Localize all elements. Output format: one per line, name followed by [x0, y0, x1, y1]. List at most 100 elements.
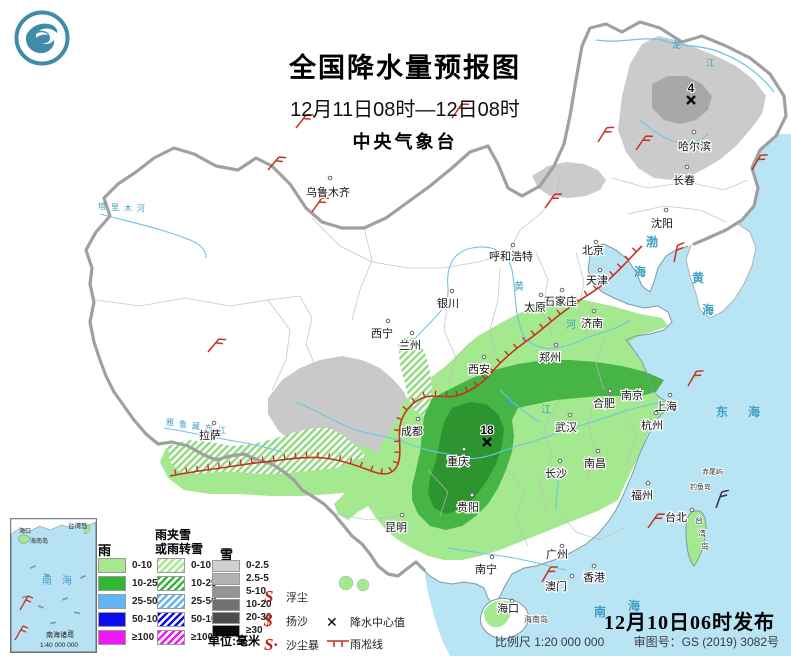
map-scale: 比例尺 1:20 000 000 — [494, 635, 605, 649]
city-marker: 福州 — [630, 480, 654, 503]
city-marker: 银川 — [436, 288, 460, 311]
legend-item-label: 50-100 — [132, 613, 164, 625]
island-label: 湾 — [698, 528, 706, 538]
city-label: 拉萨 — [199, 428, 221, 442]
snow-swatch — [212, 598, 240, 611]
sleet-zone-tibet — [168, 428, 366, 474]
river-label: 木 — [124, 203, 132, 213]
national-border-north — [84, 20, 788, 270]
precip-center-marks: 4 18 — [479, 80, 696, 447]
dust-symbol-label: 浮尘 — [286, 592, 308, 604]
city-label: 澳门 — [545, 579, 567, 593]
legend-weather-symbols: S 浮尘 $ 扬沙 S· 沙尘暴 — [264, 585, 319, 656]
sleet-swatch — [157, 575, 185, 591]
city-label: 昆明 — [385, 521, 407, 534]
dust-symbol-icon: S· — [264, 635, 278, 654]
island-label: 赤尾屿 — [702, 467, 723, 476]
city-marker: 南京 — [620, 386, 644, 403]
legend-item: 10-20 — [212, 598, 272, 611]
sea-label: 海 — [628, 598, 640, 613]
national-border-southwest — [88, 266, 426, 578]
island-label: 海南岛 — [524, 614, 548, 624]
city-marker: 海口 — [496, 598, 520, 616]
legend-center-mark: ✕ 降水中心值 — [326, 611, 405, 633]
city-marker: 台北 — [664, 507, 695, 525]
map-meta: 比例尺 1:20 000 000 审图号：GS (2019) 3082号 — [495, 633, 779, 650]
wind-barb-icon — [715, 489, 729, 509]
legend-item: 10-25 — [98, 574, 163, 592]
legend-unit: 单位:毫米 — [208, 634, 260, 648]
city-marker: 重庆 — [446, 446, 470, 469]
sleet-swatch — [157, 611, 185, 627]
legend-item-label: 2.5-5 — [246, 573, 269, 584]
city-label: 海口 — [497, 601, 519, 615]
river-label: 河 — [137, 203, 145, 213]
precip-center: 4 — [686, 80, 696, 105]
inset-island-dashes — [21, 564, 87, 633]
dust-symbol-icon: $ — [264, 611, 273, 630]
city-label: 北京 — [582, 243, 604, 257]
release-time: 12月10日06时发布 — [604, 612, 775, 634]
wind-barb-icon — [207, 338, 227, 353]
city-marker: 太原 — [523, 292, 547, 315]
river-label: 鲁 — [179, 419, 187, 429]
city-label: 哈尔滨 — [678, 139, 711, 153]
inset-taiwan-label: 台湾岛 — [68, 521, 88, 530]
city-marker: 天津 — [585, 267, 609, 288]
wind-barb-icon — [635, 135, 653, 151]
city-marker: 成都 — [400, 416, 424, 439]
province-borders — [95, 175, 749, 547]
legend-sleet-rows: 0-10 10-25 25-50 50-100 ≥100 — [157, 556, 222, 646]
rain-swatch — [98, 629, 126, 645]
legend-item-label: 50-100 — [191, 613, 223, 625]
legend-item: 5-10 — [212, 585, 272, 598]
precip-center-value: 4 — [688, 81, 695, 95]
legend-item: 25-50 — [157, 592, 222, 610]
wind-barb-icon — [597, 126, 615, 143]
river-label: 龙 — [672, 39, 681, 50]
river-label: 江 — [541, 404, 551, 416]
dust-symbol-label: 扬沙 — [286, 616, 308, 628]
island-label: 岛 — [701, 541, 709, 551]
legend-item: ≥30 — [212, 624, 272, 637]
legend-symbol-row: S 浮尘 — [264, 585, 319, 609]
map-labels: 渤海 黄海东 海南 海龙江塔里木河雅鲁藏布江黄河长江台湾岛海南岛钓鱼岛赤尾屿 — [98, 39, 760, 625]
city-marker: 兰州 — [398, 330, 422, 353]
city-marker: 郑州 — [538, 342, 562, 365]
city-label: 福州 — [631, 488, 653, 502]
city-marker: 广州 — [545, 543, 569, 562]
city-marker: 哈尔滨 — [677, 129, 712, 154]
wind-barb-icon — [687, 370, 704, 387]
city-label: 贵阳 — [457, 501, 479, 514]
legend-item-label: 10-25 — [191, 577, 217, 589]
legend-snow-title: 雪 — [220, 547, 234, 562]
sea-label: 南 — [594, 604, 606, 619]
city-marker: 北京 — [581, 239, 605, 258]
inset-islands-label: 南海诸岛 — [46, 630, 74, 639]
sleet-swatch — [157, 629, 185, 645]
city-marker: 香港 — [582, 563, 606, 585]
city-label: 西安 — [468, 362, 490, 376]
city-label: 银川 — [437, 296, 459, 310]
legend-item: 20-30 — [212, 611, 272, 624]
sleet-swatch — [157, 557, 185, 573]
freezing-line-ticks — [174, 247, 637, 475]
snow-swatch — [212, 559, 240, 572]
river-label: 塔 — [98, 201, 106, 211]
city-marker: 沈阳 — [650, 207, 674, 231]
legend-item-label: 10-20 — [246, 599, 272, 610]
city-label: 天津 — [586, 274, 608, 287]
city-marker: 拉萨 — [198, 420, 222, 443]
city-marker: 上海 — [654, 392, 678, 414]
rain-swatch — [98, 575, 126, 591]
river-label: 江 — [706, 58, 715, 68]
legend-rain-title: 雨 — [98, 543, 112, 558]
snow-swatch — [212, 585, 240, 598]
city-label: 上海 — [655, 399, 677, 413]
river-label: 里 — [111, 203, 119, 212]
river-label: 江 — [218, 426, 226, 435]
x-mark-icon: ✕ — [326, 613, 338, 630]
